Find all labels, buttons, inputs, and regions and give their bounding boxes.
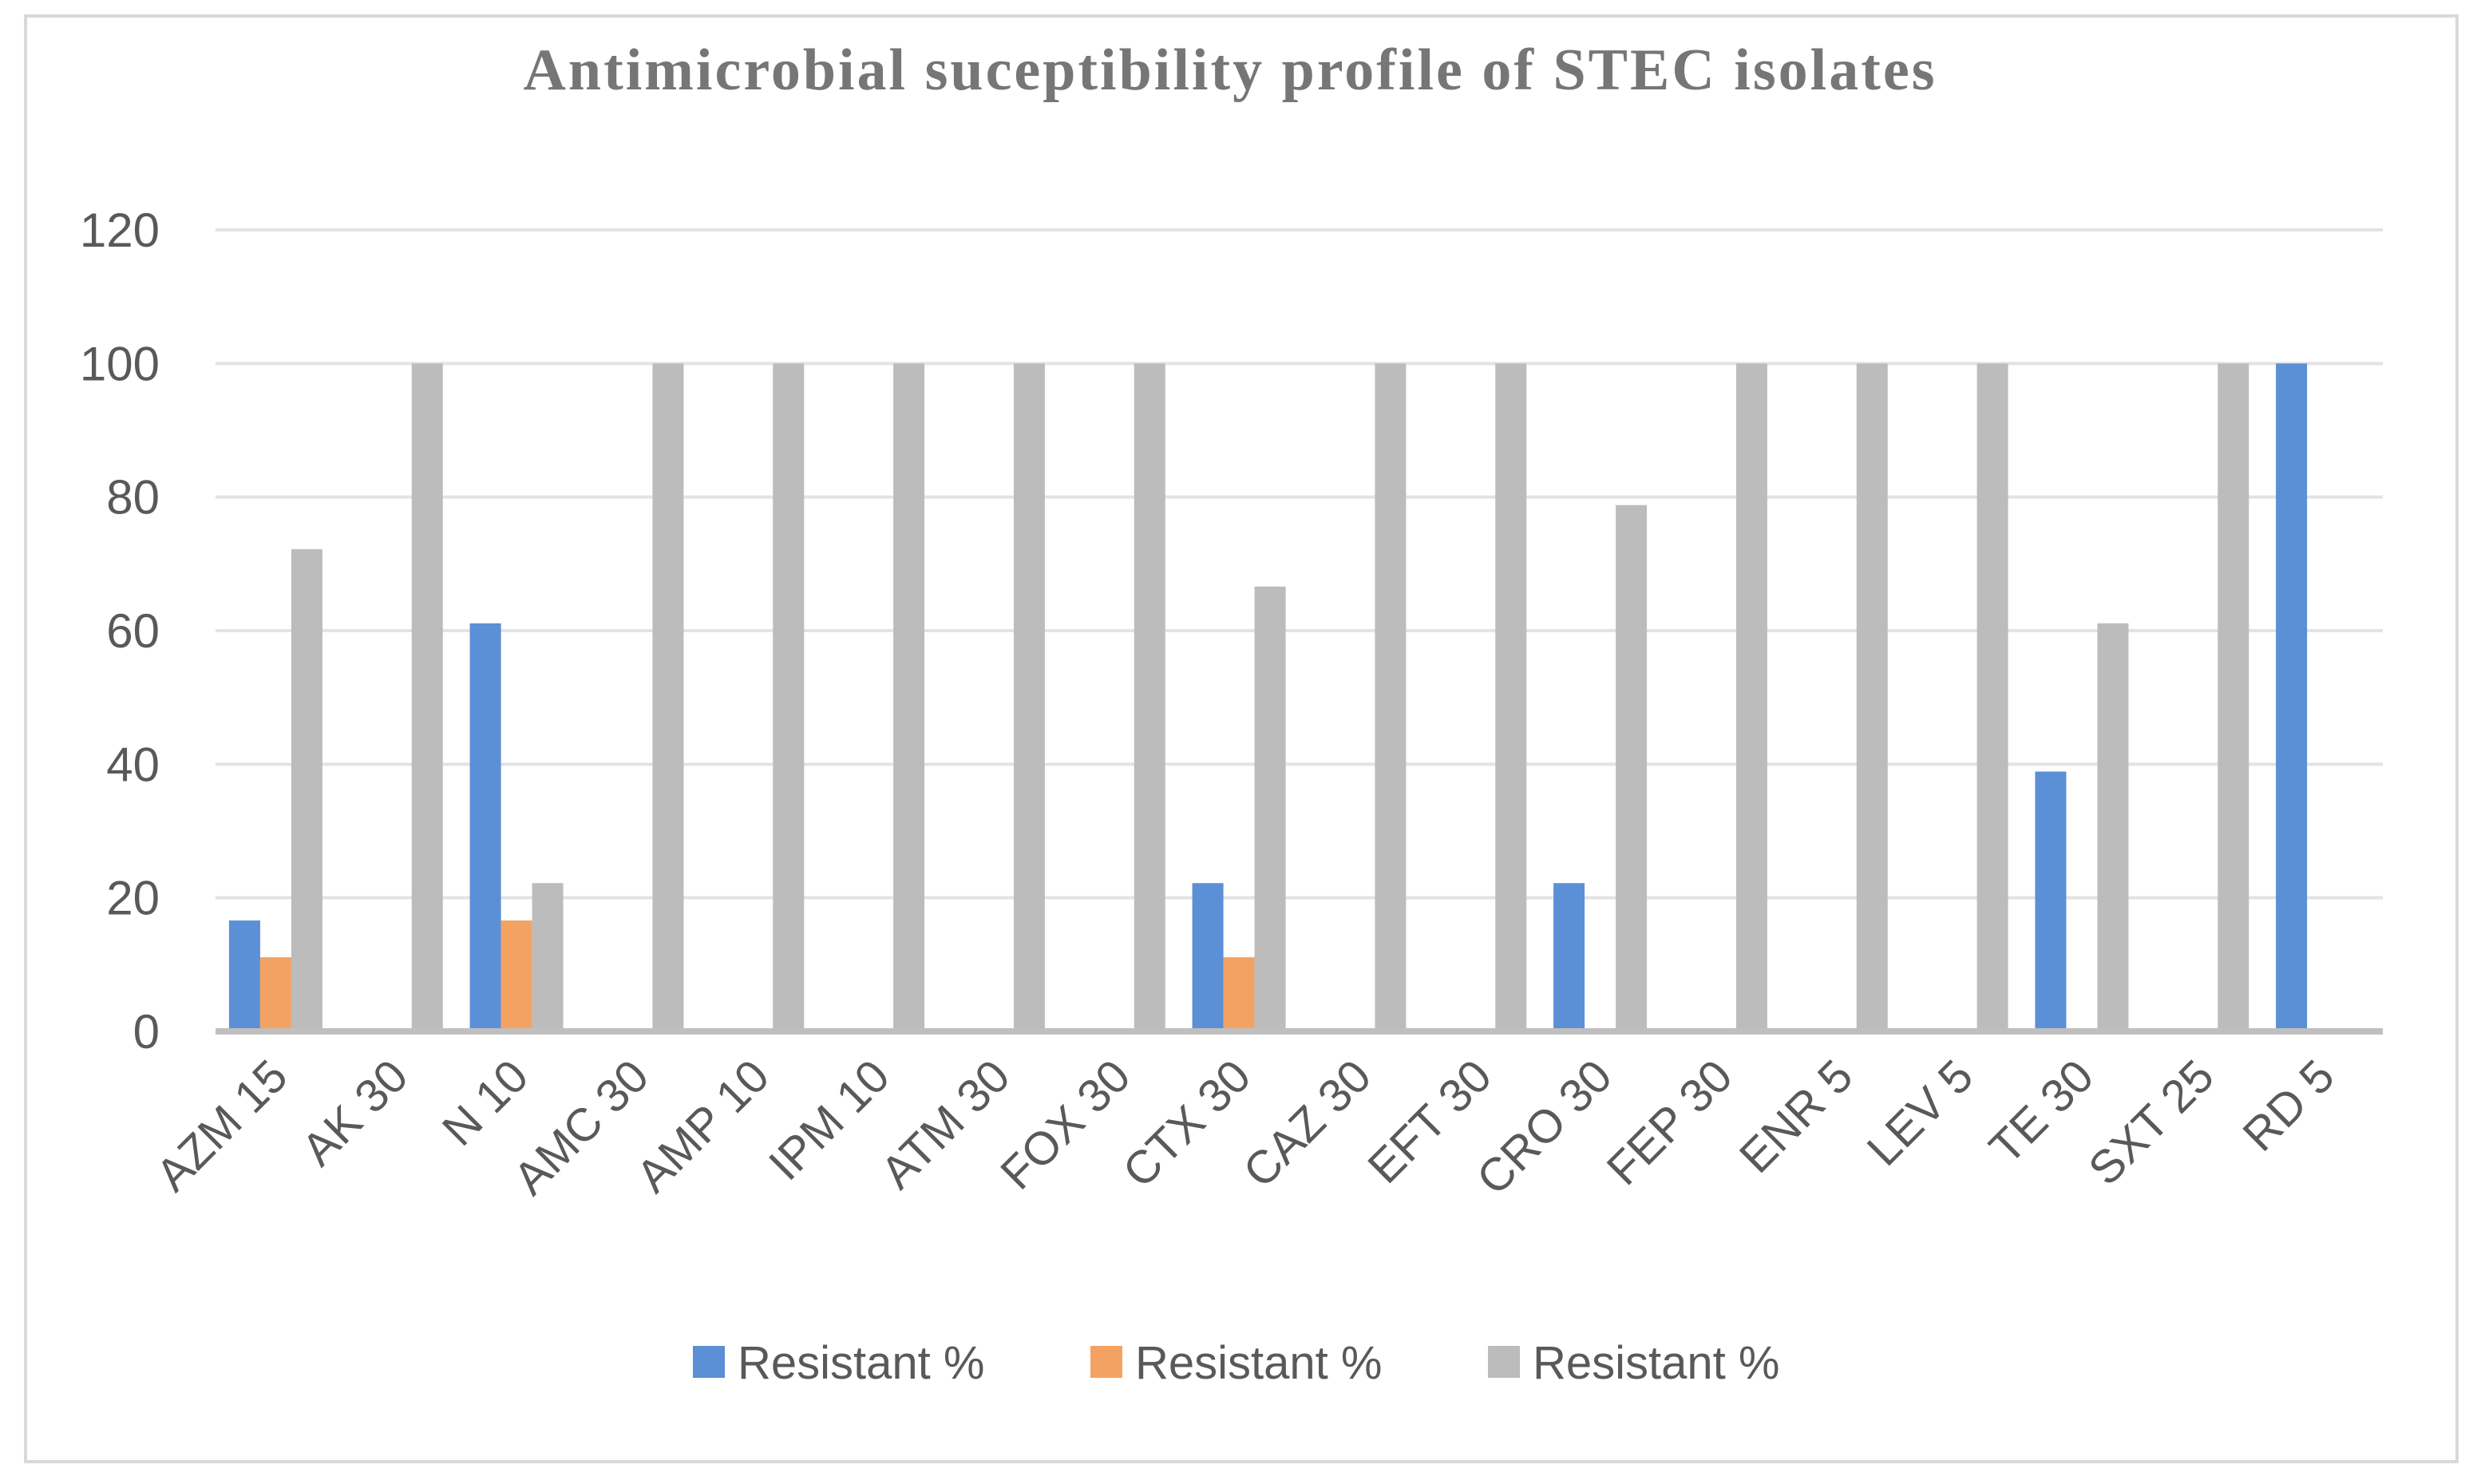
bar-series-1-ctx-30	[1192, 883, 1224, 1031]
chart-title: Antimicrobial suceptibility profile of S…	[523, 38, 1937, 103]
x-tick-label: CTX 30	[1113, 1050, 1260, 1197]
bar-series-3-lev-5	[1976, 363, 2008, 1031]
bar-series-2-n-10	[501, 920, 532, 1031]
bar-series-3-ctx-30	[1254, 586, 1286, 1031]
x-tick-label: AZM 15	[146, 1050, 298, 1201]
x-tick-label: ENR 5	[1730, 1050, 1863, 1183]
x-tick-label: AK 30	[292, 1050, 418, 1176]
legend-swatch	[693, 1346, 725, 1378]
bar-series-3-ak-30	[411, 363, 443, 1031]
y-tick-label: 60	[106, 604, 160, 658]
legend: Resistant % Resistant % Resistant %	[693, 1337, 1779, 1389]
x-tick-label: SXT 25	[2079, 1050, 2224, 1195]
bar-series-2-ctx-30	[1223, 957, 1255, 1031]
bar-series-1-n-10	[469, 623, 501, 1031]
y-tick-label: 80	[106, 471, 160, 524]
bar-series-3-ipm-10	[893, 363, 925, 1031]
bar-series-3-enr-5	[1856, 363, 1888, 1031]
legend-label: Resistant %	[738, 1337, 984, 1389]
legend-label: Resistant %	[1533, 1337, 1779, 1389]
bar-series-3-sxt-25	[2218, 363, 2249, 1031]
bar-series-3-eft-30	[1495, 363, 1527, 1031]
y-tick-label: 40	[106, 738, 160, 791]
bar-series-1-azm-15	[228, 920, 260, 1031]
y-tick-label: 20	[106, 872, 160, 925]
x-tick-label: N 10	[433, 1050, 539, 1156]
x-tick-label: AMP 10	[627, 1050, 779, 1202]
y-tick-label: 0	[133, 1005, 160, 1059]
bar-series-2-azm-15	[259, 957, 291, 1031]
bar-series-3-te-30	[2097, 623, 2129, 1031]
legend-swatch	[1090, 1346, 1122, 1378]
bar-series-3-caz-30	[1375, 363, 1407, 1031]
gridlines	[216, 228, 2383, 900]
x-tick-label: RD 5	[2233, 1050, 2344, 1161]
bar-series-1-rd-5	[2276, 363, 2308, 1031]
y-tick-label: 100	[80, 337, 160, 390]
legend-swatch	[1488, 1346, 1520, 1378]
bar-series-3-amc-30	[652, 363, 684, 1031]
bar-series-3-atm-30	[1013, 363, 1045, 1031]
legend-label: Resistant %	[1135, 1337, 1382, 1389]
x-tick-label: ATM 30	[871, 1050, 1020, 1199]
x-tick-label: LEV 5	[1858, 1050, 1984, 1176]
x-tick-label: AMC 30	[504, 1050, 659, 1205]
y-tick-label: 120	[80, 204, 160, 257]
bar-series-3-azm-15	[291, 548, 322, 1031]
bar-series-3-n-10	[532, 883, 564, 1031]
bar-series-3-cro-30	[1616, 505, 1648, 1031]
bar-series-3-fox-30	[1134, 363, 1165, 1031]
x-tick-label: CAZ 30	[1233, 1050, 1381, 1197]
bar-series-1-te-30	[2035, 771, 2067, 1031]
bar-series-3-fep-30	[1735, 363, 1767, 1031]
bar-series-1-cro-30	[1553, 883, 1585, 1031]
y-axis-ticks: 0 20 40 60 80 100 120	[80, 204, 160, 1059]
bar-series-3-amp-10	[773, 363, 805, 1031]
x-tick-label: FEP 30	[1597, 1050, 1743, 1195]
bars	[228, 363, 2308, 1031]
x-tick-label: FOX 30	[991, 1050, 1140, 1199]
x-tick-label: CRO 30	[1467, 1050, 1622, 1205]
